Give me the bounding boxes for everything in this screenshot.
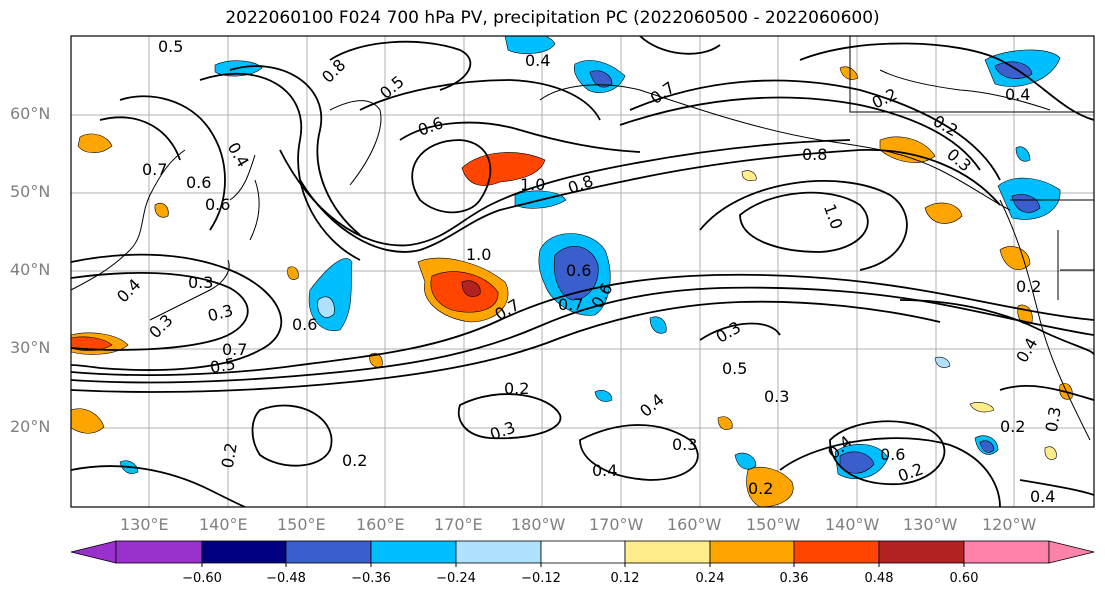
contour-label: 0.4 — [1030, 487, 1055, 506]
contour-label: 0.6 — [292, 315, 317, 334]
lat-label: 30°N — [10, 338, 51, 357]
lon-label: 140°E — [199, 515, 248, 534]
contour-label: 0.6 — [205, 195, 230, 214]
contour-label: 0.3 — [764, 387, 789, 406]
lon-label: 170°W — [589, 515, 644, 534]
lat-label: 60°N — [10, 104, 51, 123]
lon-label: 160°E — [356, 515, 405, 534]
colorbar — [70, 540, 1095, 567]
contour-label: 0.3 — [188, 273, 213, 292]
contour-label: 0.4 — [592, 461, 617, 480]
contour-label: 0.5 — [722, 359, 747, 378]
colorbar-tick-label: 0.12 — [610, 571, 640, 586]
colorbar-tick-label: −0.60 — [182, 571, 222, 586]
contour-label: 0.3 — [672, 435, 697, 454]
lon-label: 150°E — [277, 515, 326, 534]
pv-contours — [71, 36, 1094, 507]
lon-label: 130°E — [120, 515, 169, 534]
contour-label: 0.7 — [142, 160, 167, 179]
lon-label: 130°W — [903, 515, 958, 534]
lat-label: 40°N — [10, 260, 51, 279]
contour-label: 0.2 — [1016, 277, 1041, 296]
colorbar-tick-label: 0.24 — [695, 571, 725, 586]
contour-label: 0.5 — [158, 37, 183, 56]
contour-label: 0.2 — [504, 379, 529, 398]
contour-label: 1.0 — [520, 175, 545, 194]
contour-label: 0.3 — [1042, 405, 1065, 433]
colorbar-tick-label: −0.12 — [521, 571, 561, 586]
lon-label: 140°W — [825, 515, 880, 534]
contour-label: 0.2 — [1000, 417, 1025, 436]
colorbar-tick-label: 0.36 — [779, 571, 809, 586]
colorbar-tick-label: 0.60 — [949, 571, 979, 586]
lon-label: 170°E — [434, 515, 483, 534]
contour-label: 0.8 — [802, 145, 827, 164]
colorbar-tick-label: 0.48 — [864, 571, 894, 586]
map-frame — [70, 35, 1095, 508]
contour-label: 0.7 — [558, 295, 583, 314]
contour-label: 0.6 — [880, 445, 905, 464]
colorbar-tick-label: −0.36 — [351, 571, 391, 586]
lat-label: 50°N — [10, 182, 51, 201]
contour-label: 0.6 — [186, 173, 211, 192]
colorbar-tick-label: −0.48 — [266, 571, 306, 586]
lat-label: 20°N — [10, 417, 51, 436]
colorbar-extend-low — [70, 540, 117, 564]
lon-label: 120°W — [982, 515, 1037, 534]
contour-label: 0.4 — [525, 51, 550, 70]
lon-label: 160°W — [667, 515, 722, 534]
contour-label: 0.2 — [342, 451, 367, 470]
colorbar-tick-label: −0.24 — [436, 571, 476, 586]
contour-label: 0.4 — [1005, 85, 1030, 104]
contour-label: 0.2 — [218, 441, 241, 469]
map-title: 2022060100 F024 700 hPa PV, precipitatio… — [225, 8, 880, 28]
lon-label: 180°W — [511, 515, 566, 534]
contour-label: 1.0 — [466, 245, 491, 264]
contour-label: 0.2 — [748, 479, 773, 498]
colorbar-extend-high — [1048, 540, 1095, 564]
lon-label: 150°W — [746, 515, 801, 534]
contour-label: 0.7 — [222, 340, 247, 359]
contour-label: 0.5 — [209, 354, 237, 377]
coastlines — [71, 36, 1094, 441]
contour-label: 0.6 — [566, 261, 591, 280]
